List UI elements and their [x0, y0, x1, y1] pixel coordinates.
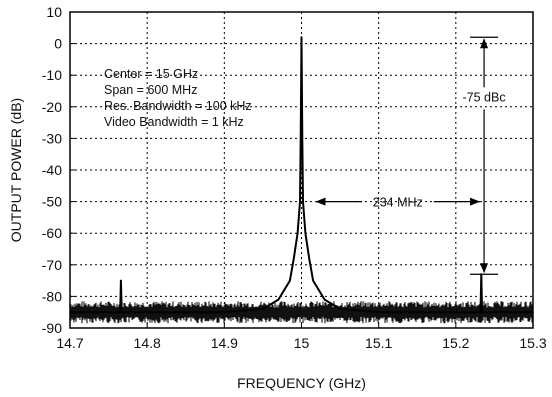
- offset-arrowhead-right: [470, 197, 481, 206]
- settings-line-center: Center = 15 GHz: [104, 67, 198, 81]
- y-tick-label: 10: [46, 4, 62, 20]
- y-axis-title: OUTPUT POWER (dB): [8, 98, 24, 242]
- x-tick-label: 15.3: [519, 335, 546, 351]
- x-tick-label: 15.2: [442, 335, 469, 351]
- dbc-label: -75 dBc: [463, 90, 506, 104]
- x-tick-label: 15: [294, 335, 310, 351]
- y-tick-label: -50: [42, 194, 62, 210]
- y-tick-label: -80: [42, 288, 62, 304]
- dbc-arrowhead-down: [480, 263, 489, 274]
- settings-line-rbw: Res. Bandwidth = 100 kHz: [104, 99, 252, 113]
- dbc-arrowhead-up: [480, 38, 489, 49]
- x-tick-label: 14.7: [56, 335, 83, 351]
- annotations: [315, 36, 499, 275]
- x-tick-label: 15.1: [365, 335, 392, 351]
- y-tick-label: -90: [42, 320, 62, 336]
- x-axis-title: FREQUENCY (GHz): [237, 375, 366, 391]
- y-tick-label: -70: [42, 257, 62, 273]
- y-tick-label: -30: [42, 130, 62, 146]
- offset-arrowhead-left: [315, 197, 326, 206]
- y-axis-ticks: 10 0 -10 -20 -30 -40 -50 -60 -70 -80 -90: [42, 4, 75, 336]
- spectrum-trace: [70, 36, 533, 314]
- x-axis-ticks: 14.7 14.8 14.9 15 15.1 15.2 15.3: [56, 323, 547, 351]
- x-tick-label: 14.9: [211, 335, 238, 351]
- y-tick-label: -20: [42, 99, 62, 115]
- x-tick-label: 14.8: [134, 335, 161, 351]
- y-tick-label: 0: [54, 36, 62, 52]
- settings-line-span: Span = 600 MHz: [104, 83, 197, 97]
- settings-line-vbw: Video Bandwidth = 1 kHz: [104, 115, 244, 129]
- y-tick-label: -40: [42, 162, 62, 178]
- y-tick-label: -60: [42, 225, 62, 241]
- spur-offset-label: 234 MHz: [373, 196, 423, 210]
- series-group: [70, 36, 533, 324]
- y-tick-label: -10: [42, 67, 62, 83]
